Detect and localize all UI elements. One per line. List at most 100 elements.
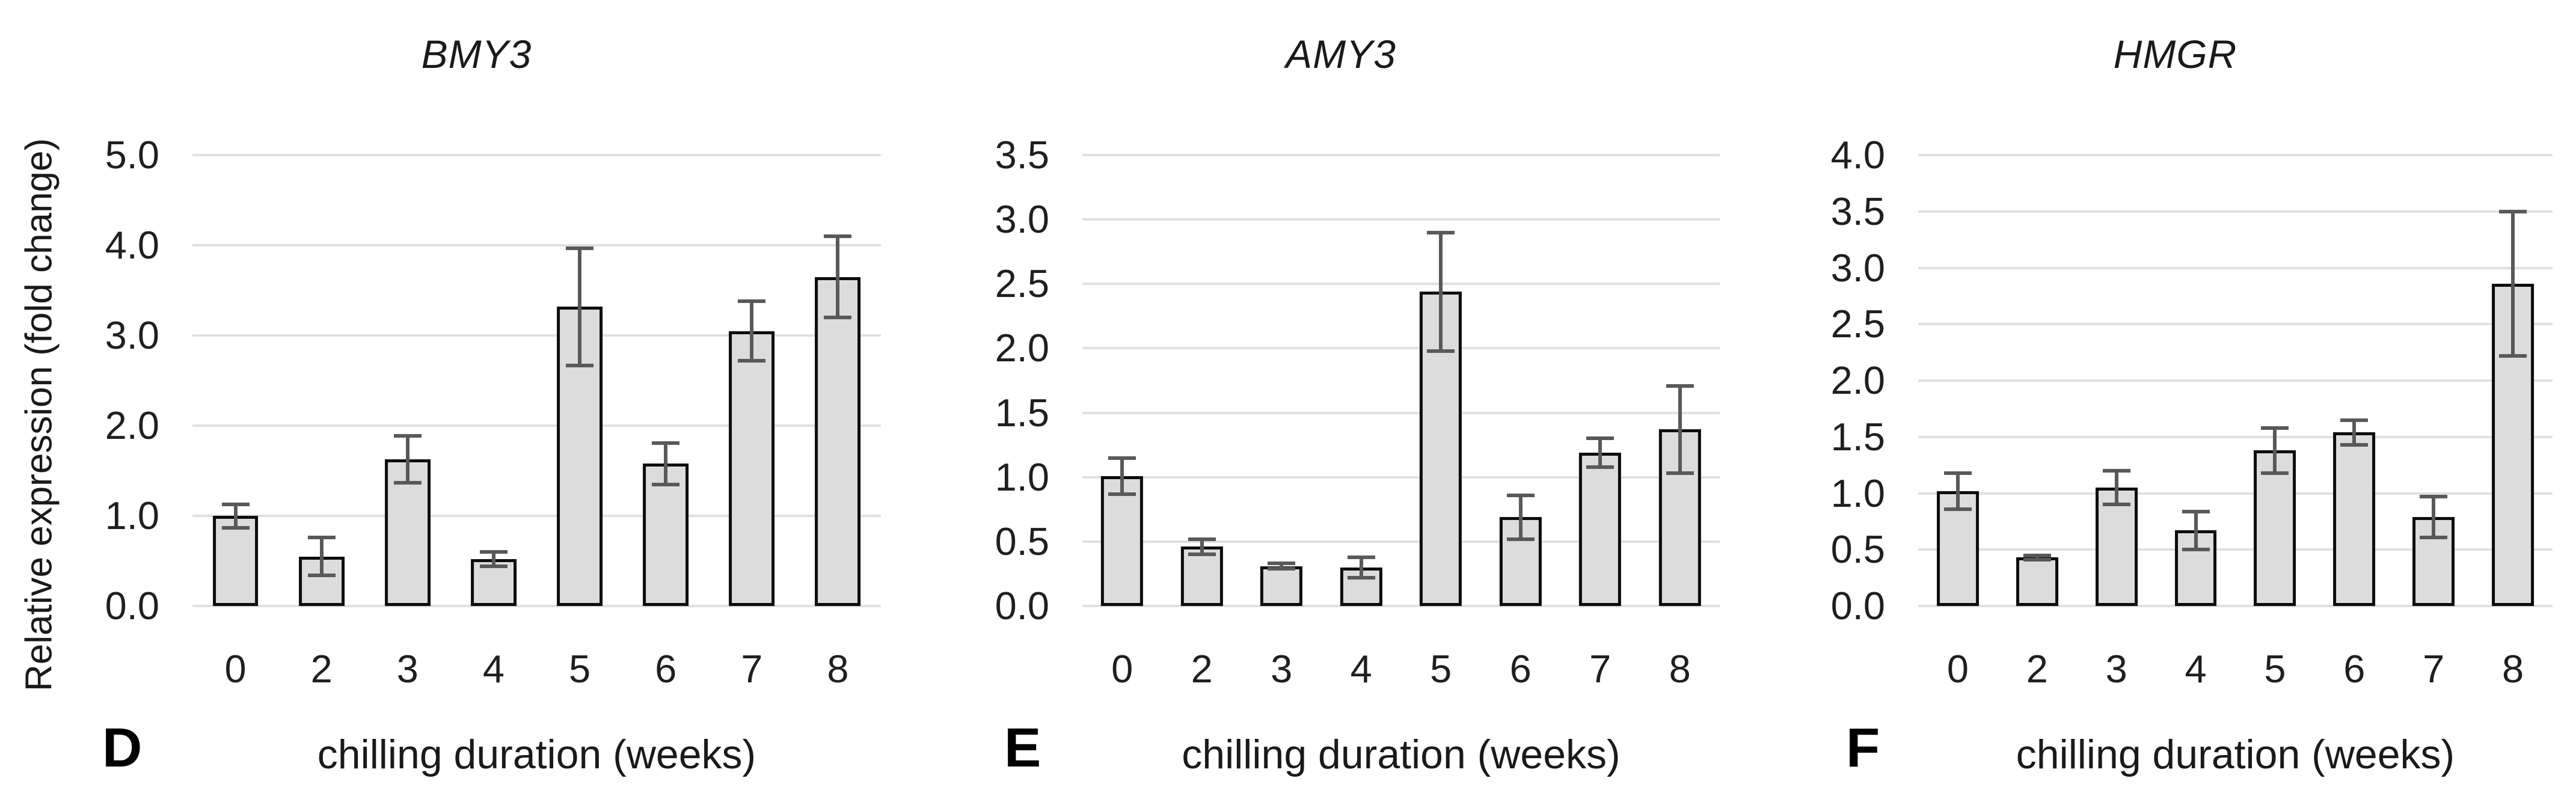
gridline [1918,435,2553,438]
error-bar-cap-bottom [1108,492,1136,496]
bar [471,559,517,606]
error-bar-cap-top [1268,562,1296,566]
error-bar-cap-bottom [1427,349,1455,353]
gridline [192,334,881,337]
x-tick-label: 3 [396,647,419,691]
x-axis-title: chilling duration (weeks) [317,732,756,777]
panel-letter: F [1846,717,1880,779]
error-bar-cap-top [824,234,852,238]
error-bar-cap-bottom [2102,503,2130,507]
gridline [192,605,881,607]
x-tick-label: 2 [310,647,333,691]
panel-letter: E [1004,717,1041,779]
x-tick-label: 6 [655,647,677,691]
gridline [192,154,881,156]
bar [1180,546,1223,606]
error-bar-line [491,552,495,566]
bar-group-week-0: 0 [1082,155,1162,688]
x-tick-label: 3 [1271,647,1293,691]
error-bar-cap-top [2102,469,2130,473]
plot-area: 0.0 1.0 2.0 3.0 4.0 5.0 0 2 3 4 5 6 7 8 [105,135,881,688]
x-tick-label: 5 [1430,647,1452,691]
gridline [1082,476,1720,479]
bar-group-week-7: 7 [2394,155,2473,688]
chart-title: BMY3 [421,32,532,76]
panel-e-amy3: AMY3 0.0 0.5 1.0 1.5 2.0 2.5 3.0 3.5 0 2 3 4 5 6 7 8 E … [902,0,1744,808]
error-bar-line [2273,427,2277,473]
error-bar-line [1359,557,1363,578]
error-bar-cap-bottom [1586,465,1615,469]
x-tick-label: 2 [2026,647,2048,691]
panel-letter: D [102,717,143,779]
error-bar-cap-bottom [824,316,852,319]
gridline [192,424,881,427]
bar-group-week-8: 8 [795,155,881,688]
error-bar-line [2511,211,2515,356]
error-bar-cap-bottom [307,574,336,577]
plot-area: 0.0 0.5 1.0 1.5 2.0 2.5 3.0 3.5 4.0 0 2 3 4 5 6 7 8 [1831,135,2553,688]
bar-group-week-6: 6 [1481,155,1561,688]
x-tick-label: 0 [224,647,247,691]
error-bar-cap-top [1586,436,1615,441]
bar-group-week-7: 7 [1560,155,1640,688]
x-tick-label: 2 [1191,647,1213,691]
bar-group-week-4: 4 [1322,155,1402,688]
gridline [1082,283,1720,286]
error-bar-cap-bottom [221,525,250,530]
error-bar-cap-bottom [1943,507,1972,511]
gridline [1082,411,1720,414]
error-bar-cap-top [1427,230,1455,234]
bar [212,516,259,606]
error-bar-cap-bottom [2261,471,2289,475]
error-bar-line [578,248,582,366]
error-bar-cap-top [2182,509,2210,513]
error-bar-cap-top [2420,495,2448,499]
bar-group-week-6: 6 [623,155,709,688]
error-bar-cap-bottom [1268,566,1296,571]
gridline [1918,154,2553,156]
x-tick-label: 3 [2105,647,2127,691]
gridline [192,515,881,517]
error-bar-cap-top [566,246,594,250]
bar [1579,453,1622,606]
x-tick-label: 7 [1589,647,1612,691]
error-bar-line [2432,497,2436,537]
x-tick-label: 7 [741,647,763,691]
bar-group-week-8: 8 [1640,155,1720,688]
error-bar-cap-bottom [652,482,680,486]
gridline [1918,323,2553,326]
gridline [1082,218,1720,221]
gridline [1918,210,2553,213]
error-bar-cap-top [479,550,508,554]
error-bar-line [2035,555,2039,560]
x-tick-label: 8 [827,647,849,691]
error-bar-cap-bottom [1188,552,1216,557]
gridline [192,244,881,246]
x-tick-label: 6 [1509,647,1532,691]
bar-group-week-0: 0 [192,155,278,688]
bar-group-week-5: 5 [1401,155,1481,688]
error-bar-cap-top [738,299,766,303]
bars-container: 0 2 3 4 5 6 7 8 [1918,155,2553,688]
gridline [1918,548,2553,551]
error-bar-cap-bottom [2182,548,2210,552]
error-bar-line [1280,563,1284,569]
error-bar-line [319,537,324,575]
error-bar-line [1439,232,1443,351]
error-bar-cap-top [1666,384,1694,388]
bar [2016,557,2058,606]
panel-f-hmgr: HMGR 0.0 0.5 1.0 1.5 2.0 2.5 3.0 3.5 4.0 0 2 3 4 5 6 7 8… [1744,0,2576,808]
error-bar-line [836,236,840,317]
error-bar-cap-top [2023,553,2051,557]
x-tick-label: 0 [1946,647,1969,691]
error-bar-cap-bottom [1666,471,1694,476]
gridline [1918,605,2553,607]
error-bar-cap-bottom [2420,535,2448,539]
gridline [1918,266,2553,269]
chart-title: HMGR [2113,32,2237,76]
bar-group-week-0: 0 [1918,155,1998,688]
error-bar-cap-top [1188,537,1216,541]
x-tick-label: 4 [1350,647,1372,691]
bar-group-week-4: 4 [450,155,536,688]
bar [1260,566,1303,606]
